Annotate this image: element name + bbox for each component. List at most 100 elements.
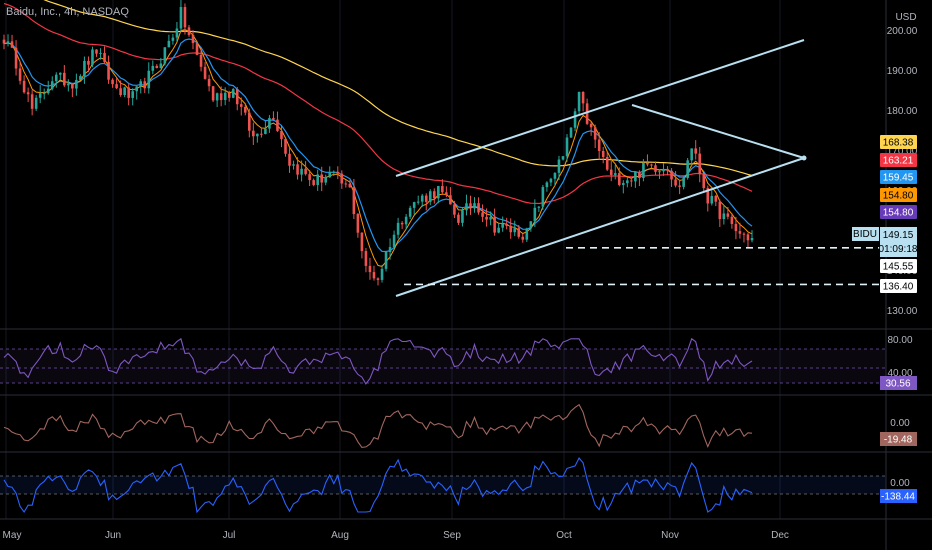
candle (650, 163, 653, 169)
candle (517, 225, 521, 239)
candle (316, 169, 319, 191)
candle (569, 127, 573, 138)
candle (730, 213, 734, 229)
candle (203, 62, 207, 80)
candle (445, 186, 448, 198)
candle (308, 170, 311, 187)
candle (344, 180, 348, 188)
svg-text:163.21: 163.21 (883, 156, 914, 167)
price-tick: 180.00 (887, 106, 918, 117)
ma-price-tag: 154.80 (880, 188, 917, 202)
candle (131, 88, 134, 106)
rsi-value-tag: 30.56 (880, 376, 917, 390)
candle (634, 171, 637, 188)
candle (42, 88, 46, 100)
candle (115, 78, 118, 90)
last-price-tag: BIDU 149.15 01:09:18 (852, 227, 918, 257)
candle (46, 80, 50, 95)
candle (179, 0, 183, 33)
candle (658, 169, 661, 179)
candle (734, 216, 738, 240)
candle (83, 56, 86, 84)
ma-price-tag: 168.38 (880, 135, 917, 149)
candle (34, 95, 38, 112)
candle (686, 158, 689, 180)
candle (328, 166, 332, 178)
candle (453, 200, 456, 218)
svg-text:159.45: 159.45 (883, 173, 914, 184)
candle (280, 124, 283, 148)
candle (207, 74, 211, 92)
candle (714, 195, 718, 207)
channel-lower-line (395, 157, 805, 297)
ma-price-tag: 163.21 (880, 153, 917, 167)
candle (461, 207, 464, 227)
horizontal-levels[interactable] (404, 247, 886, 286)
candle (626, 176, 629, 188)
candle (597, 132, 601, 160)
candle (368, 257, 372, 280)
candle (420, 193, 424, 208)
candle (670, 168, 673, 187)
candle (433, 188, 436, 204)
candle (300, 160, 303, 182)
candle (549, 177, 553, 187)
candle (103, 46, 106, 64)
candle (529, 221, 533, 232)
candle (710, 190, 714, 206)
candle (388, 238, 392, 260)
level-price-tag: 145.55 (880, 259, 917, 273)
candle (175, 21, 179, 42)
candle (155, 64, 159, 69)
candle (14, 40, 18, 76)
candle (167, 34, 171, 48)
candle (223, 87, 227, 106)
candle (67, 79, 70, 92)
triangle-upper-line (631, 104, 805, 159)
candle (26, 87, 30, 103)
candle (477, 197, 480, 215)
time-label: Sep (443, 530, 461, 541)
candle (211, 85, 215, 103)
candle (38, 85, 42, 104)
candle (694, 140, 697, 160)
time-axis[interactable]: May Jun Jul Aug Sep Oct Nov Dec (3, 530, 789, 541)
candle (292, 160, 295, 170)
rsi-line (3, 337, 753, 385)
candle (372, 265, 376, 281)
candle (613, 164, 617, 180)
candle (30, 90, 34, 116)
moving-average-lines (3, 0, 753, 268)
trend-channel[interactable] (395, 39, 807, 297)
candle (457, 212, 460, 225)
ma-line-yellow (43, 0, 753, 177)
candle (195, 42, 199, 56)
candle (264, 120, 267, 135)
candle (424, 193, 428, 211)
candle (151, 60, 155, 75)
candle (288, 147, 291, 173)
candle (465, 194, 468, 216)
candle (243, 103, 247, 116)
candle (722, 205, 726, 225)
candle (666, 166, 669, 176)
pane-tick: 40.00 (887, 368, 912, 379)
candle (400, 221, 404, 229)
candle (577, 91, 581, 115)
candle (284, 138, 287, 157)
candle (525, 227, 529, 242)
pane-tick: 0.00 (890, 418, 910, 429)
candle (332, 170, 336, 176)
candle (396, 217, 400, 239)
pane-tick: 0.00 (890, 478, 910, 489)
candle (296, 157, 299, 180)
candle (376, 277, 380, 286)
symbol-badge (852, 227, 879, 241)
candle (268, 115, 271, 133)
candle (215, 92, 219, 108)
candle (682, 175, 685, 190)
candle (63, 64, 66, 87)
pane-tick: 80.00 (887, 335, 912, 346)
candle (441, 179, 444, 194)
